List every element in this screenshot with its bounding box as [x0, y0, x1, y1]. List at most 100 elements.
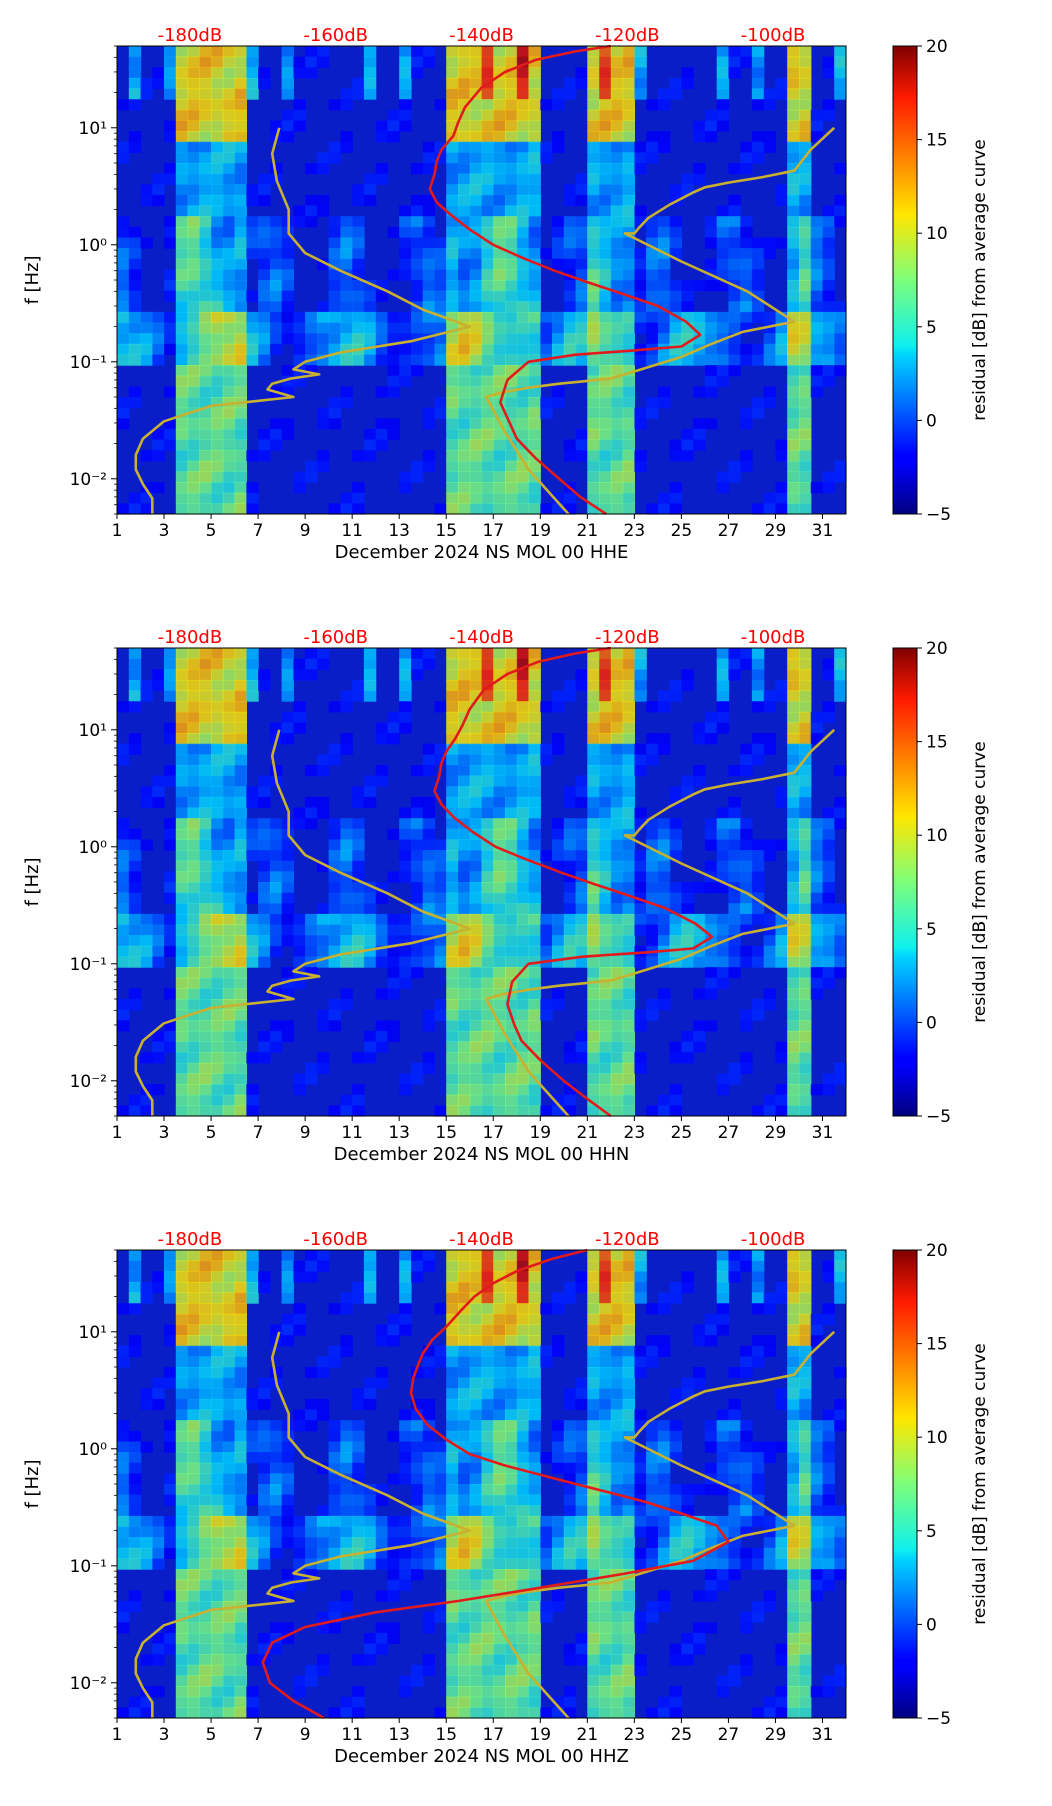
heatmap-cell	[493, 1271, 506, 1283]
heatmap-cell	[152, 77, 165, 90]
heatmap-cell	[481, 386, 494, 398]
heatmap-cell	[175, 1473, 189, 1485]
heatmap-cell	[222, 1462, 236, 1474]
heatmap-cell	[657, 1105, 671, 1117]
heatmap-cell	[657, 1345, 671, 1357]
heatmap-cell	[481, 56, 494, 68]
heatmap-cell	[505, 1484, 518, 1496]
heatmap-cell	[164, 1041, 177, 1053]
heatmap-cell	[622, 1052, 635, 1064]
heatmap-cell	[634, 301, 647, 313]
heatmap-cell	[399, 343, 412, 355]
heatmap-cell	[175, 343, 189, 355]
heatmap-cell	[552, 311, 565, 324]
heatmap-cell	[222, 1030, 236, 1043]
heatmap-cell	[704, 354, 718, 366]
heatmap-cell	[787, 765, 800, 777]
heatmap-cell	[422, 860, 436, 872]
heatmap-cell	[540, 1558, 553, 1570]
heatmap-cell	[258, 903, 271, 915]
heatmap-cell	[328, 397, 341, 409]
heatmap-cell	[787, 913, 800, 926]
heatmap-cell	[810, 120, 824, 132]
heatmap-cell	[599, 237, 612, 249]
heatmap-cell	[787, 311, 800, 324]
heatmap-cell	[387, 988, 400, 1000]
heatmap-cell	[434, 924, 447, 936]
heatmap-cell	[375, 1020, 389, 1032]
heatmap-cell	[469, 903, 483, 915]
heatmap-cell	[610, 280, 624, 292]
heatmap-cell	[610, 407, 624, 419]
heatmap-cell	[610, 1473, 624, 1485]
heatmap-cell	[222, 418, 236, 430]
heatmap-cell	[528, 1632, 541, 1645]
heatmap-cell	[481, 407, 494, 419]
heatmap-cell	[363, 1041, 377, 1053]
heatmap-cell	[787, 322, 800, 334]
heatmap-cell	[516, 1041, 530, 1053]
heatmap-cell	[622, 194, 635, 207]
heatmap-cell	[434, 743, 447, 755]
heatmap-cell	[634, 354, 647, 366]
heatmap-cell	[152, 1643, 165, 1655]
heatmap-cell	[516, 1094, 530, 1106]
heatmap-cell	[128, 669, 142, 681]
heatmap-cell	[340, 871, 353, 883]
heatmap-cell	[622, 1505, 635, 1517]
noise-model-high-curve	[484, 728, 836, 1117]
top-db-label: -180dB	[158, 627, 223, 648]
heatmap-cell	[634, 1515, 647, 1528]
heatmap-cell	[175, 1420, 189, 1432]
heatmap-cell	[117, 850, 130, 862]
heatmap-cell	[328, 290, 341, 302]
heatmap-cell	[211, 1707, 224, 1719]
heatmap-cell	[234, 258, 247, 270]
heatmap-cell	[775, 450, 788, 462]
heatmap-cell	[446, 722, 459, 734]
heatmap-cell	[164, 945, 177, 957]
heatmap-cell	[516, 850, 530, 862]
heatmap-cell	[352, 1292, 365, 1304]
heatmap-cell	[516, 1601, 530, 1613]
heatmap-cell	[281, 850, 294, 862]
heatmap-cell	[375, 322, 389, 334]
heatmap-cell	[704, 258, 718, 270]
heatmap-cell	[516, 1441, 530, 1453]
heatmap-cell	[575, 1452, 588, 1464]
heatmap-cell	[422, 1515, 436, 1528]
heatmap-cell	[234, 988, 247, 1000]
heatmap-cell	[305, 818, 318, 830]
heatmap-cell	[234, 290, 247, 302]
heatmap-cell	[505, 1303, 518, 1315]
heatmap-cell	[681, 311, 694, 324]
colorbar-tick-label: −5	[926, 1107, 951, 1127]
heatmap-cell	[704, 365, 718, 377]
heatmap-cell	[469, 775, 483, 787]
heatmap-cell	[352, 1526, 365, 1538]
heatmap-cell	[634, 1052, 647, 1064]
heatmap-cell	[599, 722, 612, 734]
heatmap-cell	[446, 1409, 459, 1421]
heatmap-cell	[234, 1494, 247, 1506]
heatmap-cell	[575, 669, 588, 681]
heatmap-cell	[528, 1398, 541, 1411]
heatmap-cell	[352, 1281, 365, 1294]
heatmap-cell	[164, 818, 177, 830]
heatmap-cell	[469, 1281, 483, 1294]
heatmap-cell	[704, 343, 718, 355]
heatmap-cell	[587, 1505, 600, 1517]
heatmap-cell	[258, 945, 271, 957]
x-tick-label: 11	[341, 1123, 363, 1143]
heatmap-cell	[622, 173, 635, 185]
heatmap-cell	[834, 658, 847, 670]
colorbar-tick-label: 15	[926, 733, 948, 753]
heatmap-cell	[411, 354, 424, 366]
heatmap-cell	[375, 1643, 389, 1655]
heatmap-cell	[505, 1367, 518, 1379]
colorbar-tick-label: 5	[926, 920, 937, 940]
heatmap-cell	[505, 205, 518, 217]
noise-model-low-curve	[134, 127, 472, 514]
heatmap-cell	[234, 860, 247, 872]
heatmap-cell	[152, 935, 165, 947]
